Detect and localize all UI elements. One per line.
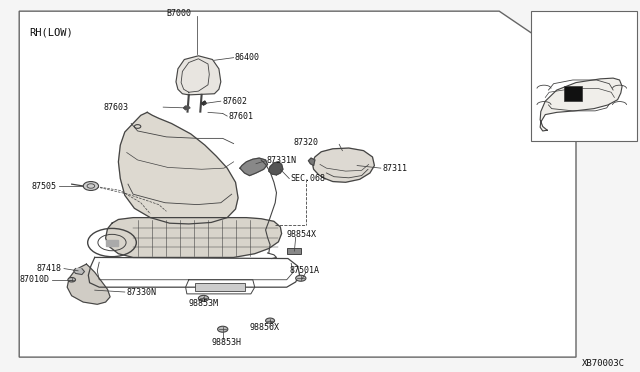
Text: 98853M: 98853M xyxy=(189,299,219,308)
Text: 87603: 87603 xyxy=(103,103,128,112)
Text: RH(LOW): RH(LOW) xyxy=(29,27,72,37)
Polygon shape xyxy=(74,269,84,275)
Text: B7000: B7000 xyxy=(166,9,192,18)
Polygon shape xyxy=(118,112,238,224)
Text: 98854X: 98854X xyxy=(287,230,317,239)
Polygon shape xyxy=(308,158,315,166)
Text: 87418: 87418 xyxy=(36,264,61,273)
Circle shape xyxy=(296,275,306,281)
Text: 87602: 87602 xyxy=(222,97,247,106)
Circle shape xyxy=(198,295,209,301)
Polygon shape xyxy=(19,11,576,357)
Text: SEC.068: SEC.068 xyxy=(291,174,326,183)
Polygon shape xyxy=(184,106,190,110)
Text: 87010D: 87010D xyxy=(20,275,50,284)
Circle shape xyxy=(266,318,275,323)
Polygon shape xyxy=(312,148,374,182)
Text: 87311: 87311 xyxy=(382,164,407,173)
Polygon shape xyxy=(67,264,110,304)
Bar xyxy=(195,283,245,291)
Circle shape xyxy=(68,278,76,282)
Circle shape xyxy=(218,326,228,332)
Text: XB70003C: XB70003C xyxy=(582,359,625,368)
Text: 87505: 87505 xyxy=(31,182,56,190)
Text: 87501A: 87501A xyxy=(289,266,319,275)
Polygon shape xyxy=(540,78,622,131)
Polygon shape xyxy=(240,158,268,176)
Polygon shape xyxy=(176,56,221,95)
Polygon shape xyxy=(269,162,283,175)
Bar xyxy=(564,86,582,101)
Polygon shape xyxy=(106,240,118,246)
Text: 87330N: 87330N xyxy=(126,288,156,296)
Text: 86400: 86400 xyxy=(235,53,260,62)
Text: 87320: 87320 xyxy=(294,138,319,147)
Circle shape xyxy=(83,182,99,190)
Text: 98856X: 98856X xyxy=(250,323,280,332)
Polygon shape xyxy=(202,101,206,105)
Bar xyxy=(531,11,637,141)
Text: 98853H: 98853H xyxy=(211,338,241,347)
Bar xyxy=(287,248,301,254)
Text: 87331N: 87331N xyxy=(267,156,297,165)
Polygon shape xyxy=(106,218,282,257)
Text: 87601: 87601 xyxy=(228,112,253,121)
